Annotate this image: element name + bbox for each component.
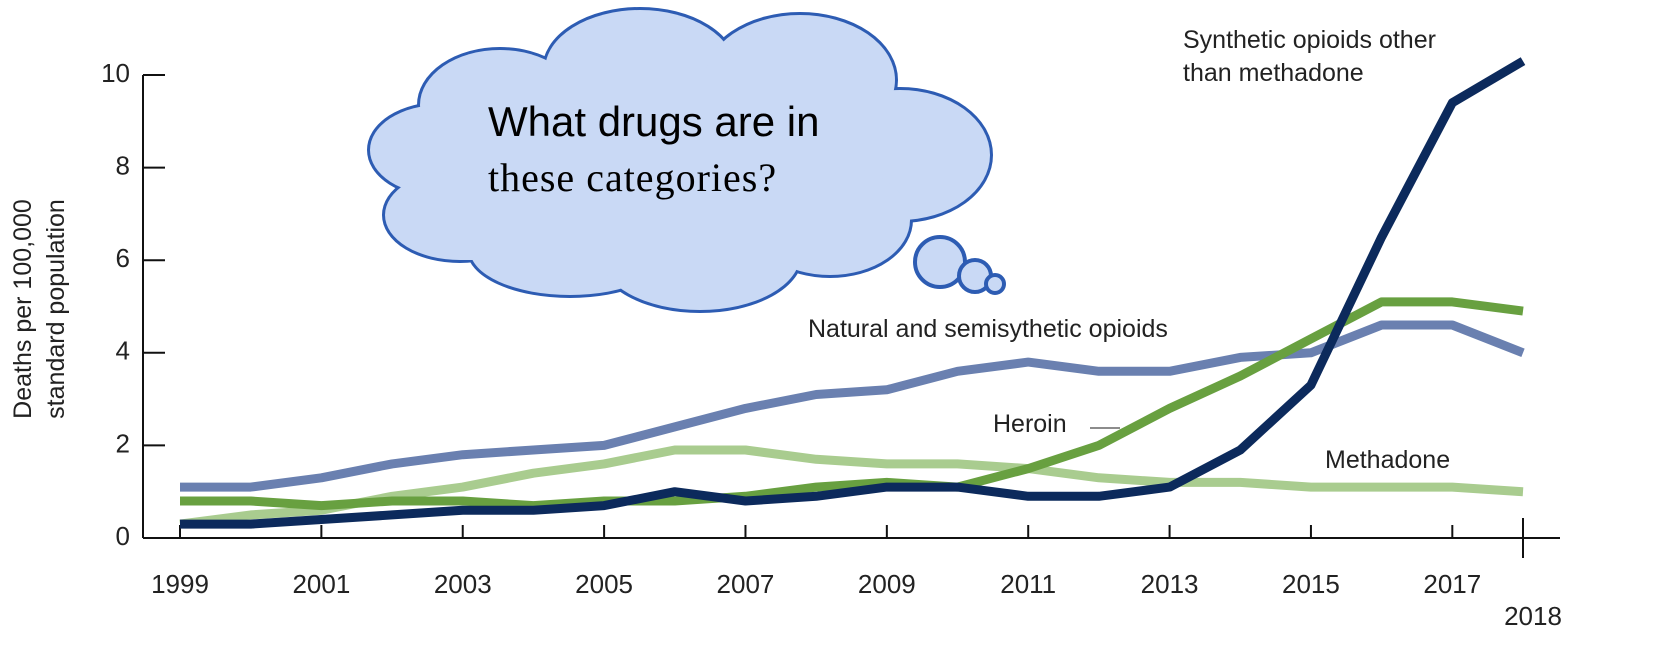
x-tick-label: 2007 [717, 569, 775, 599]
series-label: Heroin [993, 410, 1067, 438]
y-tick-label: 4 [116, 336, 130, 366]
y-tick-label: 6 [116, 243, 130, 273]
x-tick-label: 2009 [858, 569, 916, 599]
series-line [179, 445, 1524, 529]
x-tick-label: 2013 [1141, 569, 1199, 599]
y-tick-label: 0 [116, 521, 130, 551]
y-tick-label: 8 [116, 150, 130, 180]
x-tick-label: 1999 [151, 569, 209, 599]
series-line [180, 297, 1524, 511]
x-tick-label: 2011 [1000, 569, 1056, 599]
x-tick-label: 2015 [1282, 569, 1340, 599]
series-line [180, 320, 1525, 492]
x-tick-label: 2017 [1423, 569, 1481, 599]
y-tick-label: 10 [101, 58, 130, 88]
x-tick-label: 2001 [292, 569, 350, 599]
x-tick-label: 2005 [575, 569, 633, 599]
series-label: Natural and semisythetic opioids [808, 315, 1168, 343]
series-line [180, 57, 1526, 529]
annotation: these categories? [488, 155, 777, 200]
series-label: Synthetic opioids other than methadone [1183, 26, 1436, 87]
series-label: Methadone [1325, 446, 1451, 474]
y-axis-label: Deaths per 100,000 standard population [9, 199, 70, 419]
annotation: What drugs are in [488, 98, 820, 145]
thought-cloud [367, 7, 1006, 313]
x-tick-label: 2018 [1504, 601, 1562, 631]
y-tick-label: 2 [116, 428, 130, 458]
x-tick-label: 2003 [434, 569, 492, 599]
